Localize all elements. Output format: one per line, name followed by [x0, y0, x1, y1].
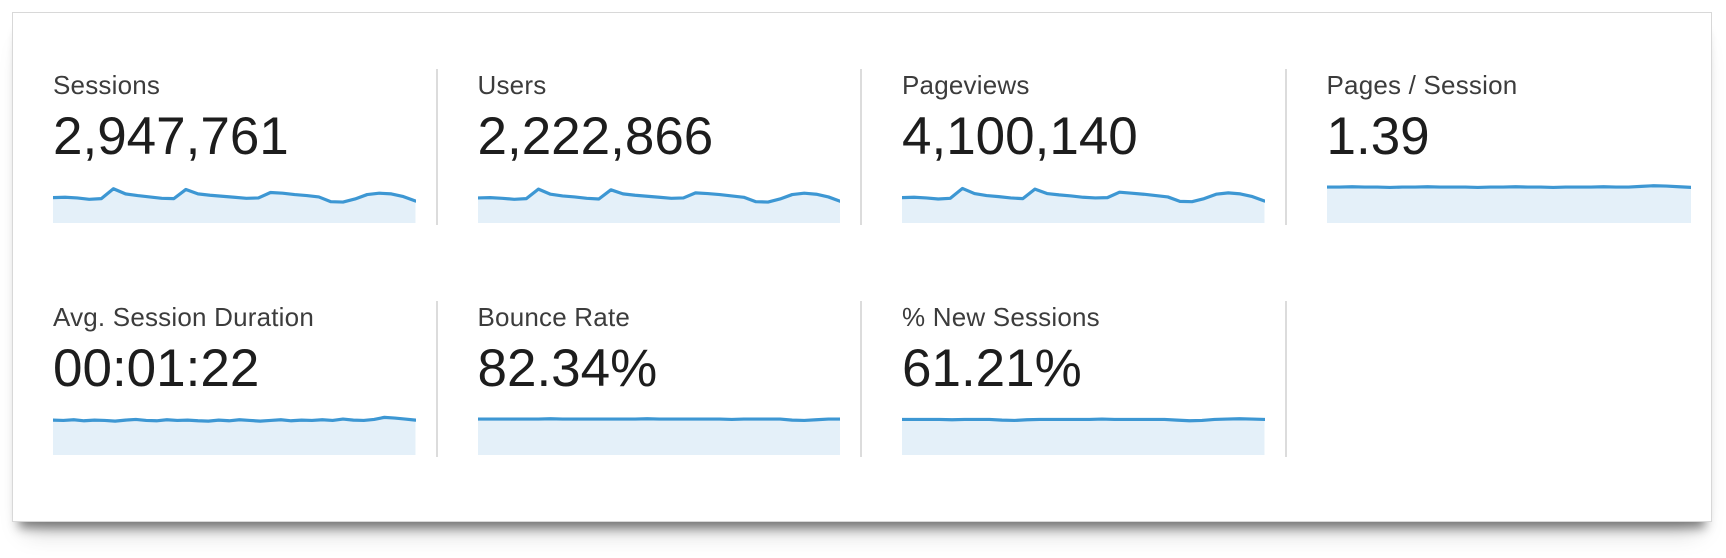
metric-value: 2,222,866 — [477, 107, 714, 166]
metric-label: Pages / Session — [1326, 70, 1518, 100]
metric-bounce-rate: Bounce Rate 82.34% — [438, 301, 862, 457]
pageviews-sparkline-chart — [902, 179, 1265, 223]
metrics-grid: Sessions 2,947,761 Users 2,222,866 Pagev… — [13, 69, 1711, 457]
metric-label: Avg. Session Duration — [53, 302, 314, 332]
metrics-scorecard-panel: Sessions 2,947,761 Users 2,222,866 Pagev… — [12, 12, 1712, 522]
percent-new-sessions-sparkline-chart — [902, 411, 1265, 455]
metric-users: Users 2,222,866 — [438, 69, 862, 225]
metric-value: 2,947,761 — [53, 107, 289, 166]
avg-session-duration-sparkline-chart — [53, 411, 416, 455]
pages-per-session-sparkline-chart — [1326, 179, 1691, 223]
metric-avg-session-duration: Avg. Session Duration 00:01:22 — [13, 301, 438, 457]
metric-value: 00:01:22 — [53, 339, 260, 398]
bounce-rate-sparkline-chart — [477, 411, 840, 455]
metric-label: Bounce Rate — [477, 302, 631, 332]
users-sparkline-chart — [477, 179, 840, 223]
sessions-sparkline-chart — [53, 179, 416, 223]
metric-label: Pageviews — [902, 70, 1030, 100]
metric-label: % New Sessions — [902, 302, 1100, 332]
metric-value: 4,100,140 — [902, 107, 1138, 166]
metric-value: 82.34% — [477, 339, 658, 398]
metric-pages-per-session: Pages / Session 1.39 — [1287, 69, 1712, 225]
metric-pageviews: Pageviews 4,100,140 — [862, 69, 1287, 225]
metric-label: Sessions — [53, 70, 161, 100]
metric-label: Users — [477, 70, 547, 100]
metric-value: 1.39 — [1326, 107, 1430, 166]
metric-value: 61.21% — [902, 339, 1082, 398]
metric-percent-new-sessions: % New Sessions 61.21% — [862, 301, 1287, 457]
metric-sessions: Sessions 2,947,761 — [13, 69, 438, 225]
